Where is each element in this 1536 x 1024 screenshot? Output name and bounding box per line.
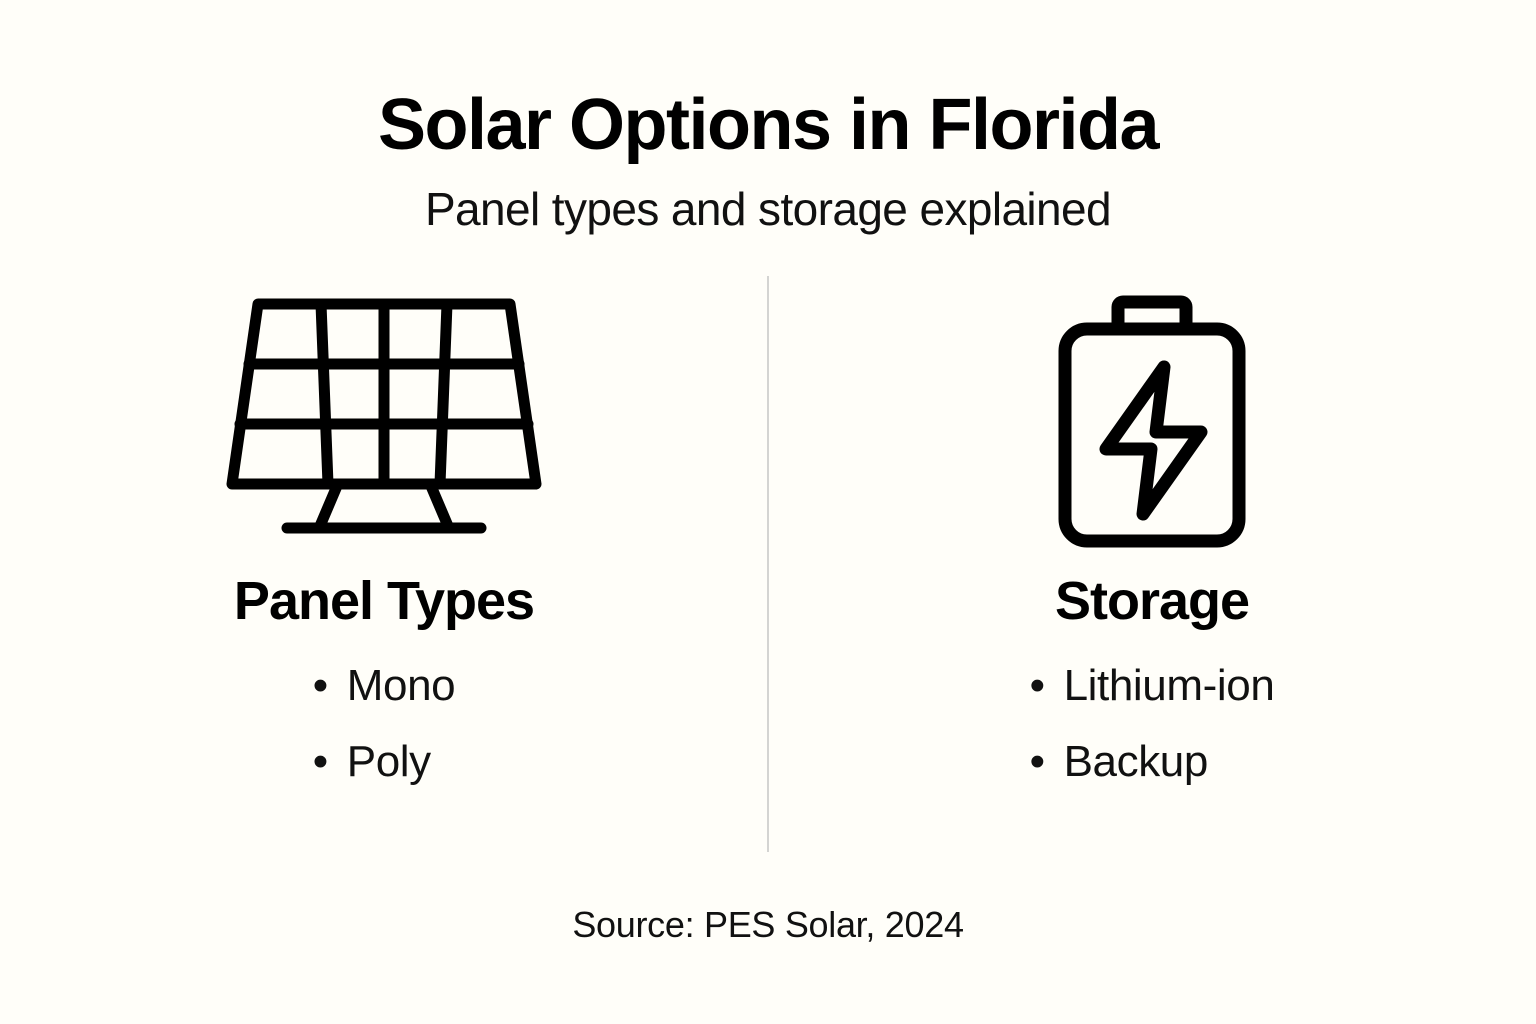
bullet-marker-icon: • — [1029, 661, 1045, 711]
column-panel-types: Panel Types • Mono • Poly — [0, 274, 768, 874]
list-item: • Poly — [313, 740, 455, 784]
source-caption: Source: PES Solar, 2024 — [572, 904, 964, 946]
list-item: • Lithium-ion — [1030, 664, 1275, 708]
bullet-list-panel-types: • Mono • Poly — [312, 661, 456, 784]
column-storage: Storage • Lithium-ion • Backup — [768, 274, 1536, 874]
columns-container: Panel Types • Mono • Poly — [0, 274, 1536, 874]
bullet-list-storage: • Lithium-ion • Backup — [1030, 664, 1275, 784]
list-item: • Mono — [312, 661, 456, 711]
column-divider — [767, 276, 769, 853]
list-item-label: Poly — [346, 737, 431, 787]
column-heading-panel-types: Panel Types — [233, 571, 535, 632]
bullet-marker-icon: • — [1029, 737, 1045, 787]
page-subtitle: Panel types and storage explained — [424, 182, 1112, 235]
bullet-marker-icon: • — [312, 737, 328, 787]
header: Solar Options in Florida Panel types and… — [0, 0, 1536, 234]
list-item-label: Lithium-ion — [1063, 661, 1275, 711]
list-item-label: Mono — [346, 661, 456, 711]
list-item-label: Backup — [1063, 737, 1209, 787]
solar-panel-icon — [224, 274, 544, 544]
page-title: Solar Options in Florida — [377, 85, 1160, 165]
bullet-marker-icon: • — [312, 661, 328, 711]
column-heading-storage: Storage — [1054, 571, 1250, 632]
list-item: • Backup — [1030, 740, 1275, 784]
battery-charging-icon — [1027, 274, 1277, 548]
